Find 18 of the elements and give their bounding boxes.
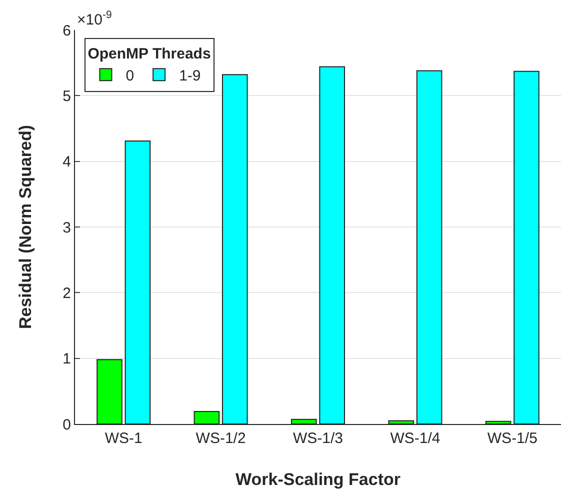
y-axis-title: Residual (Norm Squared) (16, 124, 35, 330)
y-tick-label: 1 (62, 350, 71, 368)
legend-title: OpenMP Threads (88, 45, 211, 62)
legend-label: 0 (126, 67, 134, 84)
x-tick-label: WS-1 (104, 430, 142, 447)
x-tick-label: WS-1/3 (292, 430, 344, 447)
x-tick-label: WS-1/4 (390, 430, 440, 447)
y-tick-label: 3 (62, 219, 71, 236)
y-tick-label: 6 (62, 22, 71, 40)
x-tick-label: WS-1/5 (487, 430, 538, 447)
text: ×10$^{-9}$ (77, 9, 112, 28)
legend-label: 1-9 (179, 67, 201, 84)
y-tick-label: 2 (62, 284, 71, 302)
y-tick-label: 5 (62, 88, 71, 105)
x-tick-label: WS-1/2 (196, 430, 246, 447)
x-axis-title: Work-Scaling Factor (236, 470, 401, 489)
y-tick-label: 4 (62, 154, 71, 171)
y-tick-label: 0 (62, 416, 71, 434)
